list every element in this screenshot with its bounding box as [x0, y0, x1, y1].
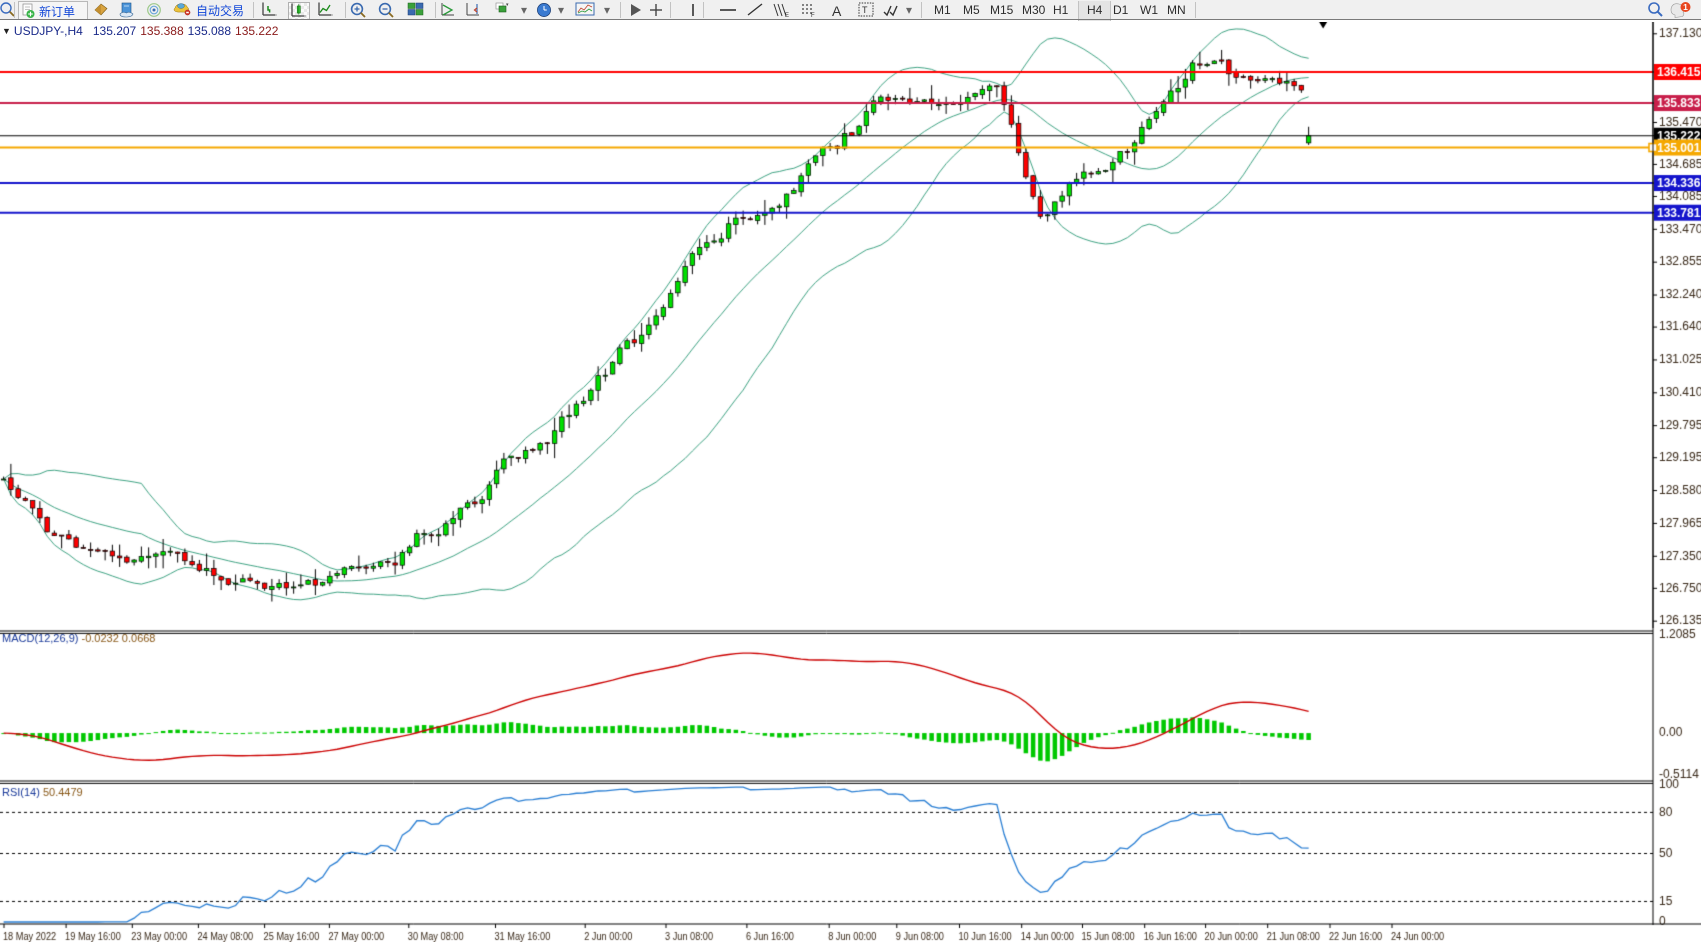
svg-text:E: E	[785, 13, 789, 18]
svg-text:F: F	[811, 13, 815, 18]
svg-text:▾: ▾	[506, 2, 509, 8]
svg-text:T: T	[862, 5, 868, 15]
svg-text:1: 1	[1683, 2, 1688, 12]
